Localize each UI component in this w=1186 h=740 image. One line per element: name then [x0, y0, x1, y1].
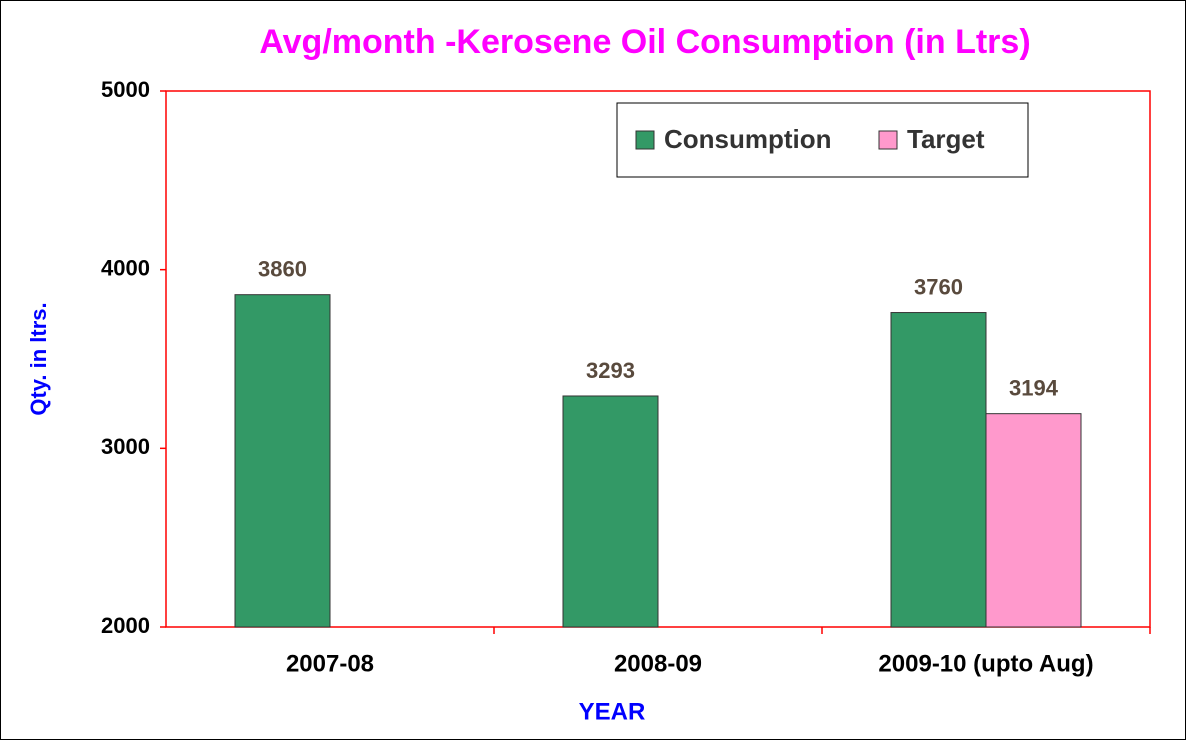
legend-label: Target — [907, 124, 985, 154]
y-axis-label: Qty. in ltrs. — [26, 302, 51, 415]
x-tick-label: 2008-09 — [614, 650, 702, 677]
legend-swatch — [635, 130, 655, 150]
bar — [234, 294, 331, 628]
legend — [616, 102, 1029, 178]
bar — [985, 413, 1082, 628]
y-tick-label: 2000 — [101, 613, 150, 638]
legend-swatch — [878, 130, 898, 150]
x-tick-label: 2007-08 — [286, 650, 374, 677]
bar — [562, 395, 659, 628]
y-tick-label: 5000 — [101, 77, 150, 102]
value-label: 3194 — [1009, 375, 1059, 400]
x-tick-label: 2009-10 (upto Aug) — [878, 650, 1093, 677]
chart-title: Avg/month -Kerosene Oil Consumption (in … — [259, 23, 1030, 61]
y-tick-label: 4000 — [101, 255, 150, 280]
value-label: 3760 — [914, 274, 963, 299]
value-label: 3293 — [586, 358, 635, 383]
legend-label: Consumption — [664, 124, 832, 154]
x-axis-label: YEAR — [579, 698, 646, 725]
value-label: 3860 — [258, 256, 307, 281]
y-tick-label: 3000 — [101, 434, 150, 459]
bar — [890, 312, 987, 628]
